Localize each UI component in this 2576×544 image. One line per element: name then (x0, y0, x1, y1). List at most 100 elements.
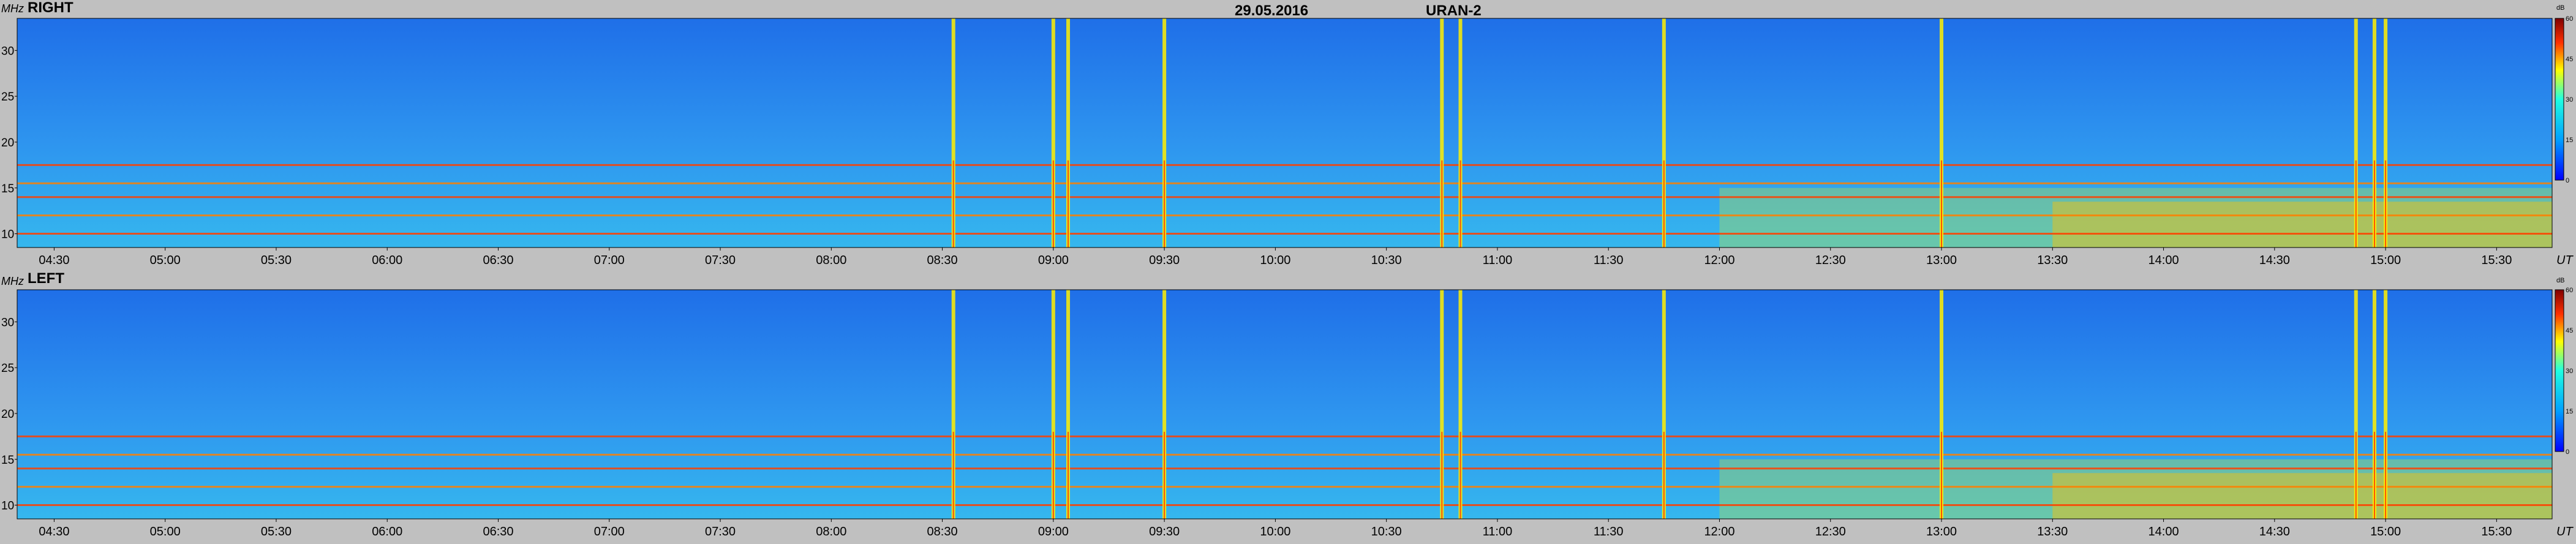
x-tick-label: 12:00 (1704, 525, 1734, 538)
x-tick-label: 09:30 (1149, 525, 1180, 538)
colorbar-tick-label: 30 (2566, 368, 2573, 375)
burst-streak (1662, 18, 1666, 247)
x-tick-label: 05:30 (261, 525, 292, 538)
x-tick-label: 15:30 (2481, 525, 2512, 538)
burst-core (1052, 431, 1054, 519)
panel-label: LEFT (28, 270, 64, 287)
burst-core (1663, 160, 1665, 247)
panel-right: RIGHT MHz UT 10 15 20 25 30 04:30 05:00 05:30 06:00… (1, 0, 2574, 267)
colorbar-tick-label: 0 (2566, 448, 2569, 456)
burst-core (2373, 431, 2375, 519)
x-tick-label: 08:00 (816, 525, 846, 538)
y-tick-label: 15 (1, 454, 14, 467)
x-axis-label: UT (2556, 254, 2574, 267)
x-tick-label: 11:00 (1483, 254, 1513, 267)
burst-streak (2372, 18, 2376, 247)
spectrogram-background (17, 18, 2552, 247)
x-tick-label: 07:00 (594, 525, 625, 538)
x-tick-label: 05:30 (261, 254, 292, 267)
x-tick-label: 13:00 (1926, 525, 1957, 538)
colorbar (2555, 18, 2564, 181)
burst-streak (951, 290, 955, 519)
burst-streak (1440, 290, 1444, 519)
x-tick-label: 08:00 (816, 254, 846, 267)
burst-core (1164, 160, 1166, 247)
burst-streak (2354, 18, 2358, 247)
x-tick-label: 06:00 (372, 254, 402, 267)
burst-core (2355, 160, 2357, 247)
x-tick-label: 11:30 (1594, 254, 1624, 267)
x-tick-label: 09:00 (1038, 525, 1069, 538)
x-tick-label: 06:00 (372, 525, 402, 538)
y-tick-label: 30 (1, 45, 14, 58)
colorbar-tick-label: 0 (2566, 177, 2569, 184)
x-tick-label: 04:30 (39, 254, 69, 267)
x-tick-label: 13:30 (2037, 525, 2068, 538)
x-tick-label: 04:30 (39, 525, 69, 538)
burst-streak (1066, 18, 1071, 247)
x-tick-label: 11:00 (1483, 525, 1513, 538)
y-tick-label: 15 (1, 183, 14, 195)
burst-streak (1162, 290, 1167, 519)
burst-core (1052, 160, 1054, 247)
afternoon-enhancement-strong (2052, 473, 2552, 519)
burst-streak (1458, 290, 1463, 519)
burst-core (1663, 431, 1665, 519)
x-tick-label: 10:00 (1260, 525, 1290, 538)
instrument-label: URAN-2 (1426, 2, 1482, 19)
x-tick-label: 10:30 (1371, 254, 1402, 267)
burst-core (1459, 160, 1461, 247)
x-tick-label: 15:00 (2370, 525, 2401, 538)
burst-core (1441, 160, 1443, 247)
burst-streak (2372, 290, 2376, 519)
x-tick-label: 09:30 (1149, 254, 1180, 267)
burst-core (1941, 431, 1943, 519)
y-tick-label: 20 (1, 137, 14, 149)
colorbar (2555, 289, 2564, 452)
x-tick-label: 13:00 (1926, 254, 1957, 267)
colorbar-tick-label: 45 (2566, 56, 2573, 63)
colorbar-tick-label: 60 (2566, 287, 2573, 294)
burst-streak (1051, 290, 1055, 519)
burst-streak (2354, 290, 2358, 519)
date-label: 29.05.2016 (1235, 2, 1308, 19)
burst-streak (2384, 18, 2388, 247)
x-tick-label: 12:00 (1704, 254, 1734, 267)
burst-core (2385, 160, 2387, 247)
burst-core (2355, 431, 2357, 519)
panel-label: RIGHT (28, 0, 73, 16)
colorbar-tick-label: 15 (2566, 408, 2573, 415)
burst-streak (1940, 18, 1944, 247)
x-tick-label: 09:00 (1038, 254, 1069, 267)
burst-streak (1162, 18, 1167, 247)
burst-streak (1662, 290, 1666, 519)
y-tick-label: 20 (1, 408, 14, 421)
y-axis-label: MHz (1, 2, 24, 15)
x-tick-label: 06:30 (483, 254, 513, 267)
colorbar-tick-label: 15 (2566, 137, 2573, 144)
y-axis-label: MHz (1, 275, 24, 287)
x-tick-label: 12:30 (1815, 254, 1846, 267)
colorbar-tick-label: 45 (2566, 327, 2573, 334)
burst-streak (2384, 290, 2388, 519)
x-tick-label: 06:30 (483, 525, 513, 538)
y-tick-label: 10 (1, 500, 14, 513)
burst-core (1941, 160, 1943, 247)
burst-core (2373, 160, 2375, 247)
spectrogram-background (17, 290, 2552, 519)
panel-left: LEFT MHz UT 10 15 20 25 30 04:30 05:00 05:30 06:00 0… (1, 270, 2574, 538)
burst-streak (1940, 290, 1944, 519)
y-tick-label: 25 (1, 91, 14, 104)
x-tick-label: 05:00 (150, 254, 181, 267)
x-tick-label: 12:30 (1815, 525, 1846, 538)
y-tick-label: 10 (1, 229, 14, 241)
x-tick-label: 05:00 (150, 525, 181, 538)
x-axis-label: UT (2556, 525, 2574, 538)
burst-streak (1440, 18, 1444, 247)
plot-frame (17, 289, 2553, 519)
burst-core (1459, 431, 1461, 519)
y-tick-label: 30 (1, 316, 14, 329)
colorbar-tick-label: 30 (2566, 96, 2573, 104)
y-tick-label: 25 (1, 362, 14, 375)
burst-core (952, 431, 954, 519)
